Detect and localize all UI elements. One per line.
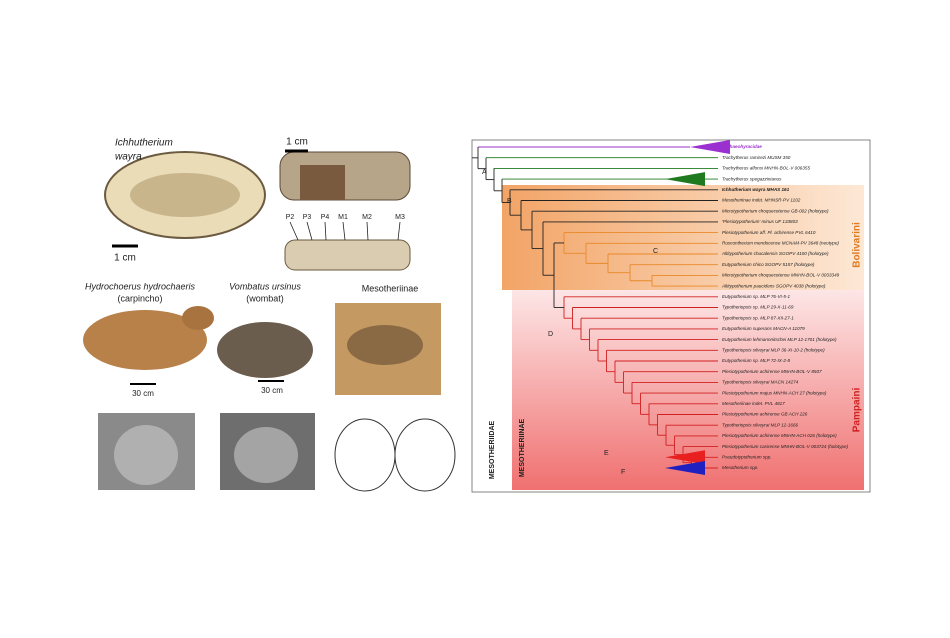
skull-detail [130, 173, 240, 217]
taxon-label: Plesiotypotherium achirense MNHN-BOL-V 8… [722, 369, 822, 374]
capybara-photo [83, 310, 207, 370]
mesotheriine-head-drawing [334, 418, 396, 492]
taxon-label: Mesotheriinae indet. MHNSR-PV 1102 [722, 198, 801, 203]
node-letter: A [482, 169, 487, 176]
clade-label: Bolivarini [852, 222, 863, 268]
specimen-name: wayra [115, 152, 142, 163]
taxon-label: Typotheriopsis sp. MLP 87-XII-27-1 [722, 315, 794, 320]
scale-label: 1 cm [114, 253, 136, 264]
animal-common-name: (carpincho) [117, 293, 162, 303]
scale-label: 1 cm [286, 137, 308, 148]
collapsed-clade [665, 172, 705, 187]
scale-label: 30 cm [132, 389, 154, 398]
taxon-label: Trachytherus ramirezi MUSM 350 [722, 155, 791, 160]
taxon-label: Eutypotherium sp. MLP 76-VI-5-1 [722, 294, 790, 299]
tooth-row-occlusal [284, 239, 411, 271]
animals-panel: Hydrochoerus hydrochaeris (carpincho) Vo… [83, 281, 456, 492]
taxon-label: Plesiotypotherium casirense MNHN-BOL-V 0… [722, 444, 849, 449]
capybara-head-shape [114, 425, 178, 485]
node-letter: D [548, 331, 553, 338]
taxon-label: Eutypotherium superans MACN-A 11079 [722, 326, 805, 331]
taxon-label: Microtypotherium choquecotense GB-002 (h… [722, 208, 829, 213]
tooth-label: P4 [321, 214, 330, 221]
phylogeny: Bolivarini Pampaini MESOTHERIIDAE MESOTH… [471, 139, 871, 493]
taxon-label: Plesiotypotherium aff. Pl. achirense PVL… [722, 230, 816, 235]
mesotheriine-head-drawing [394, 418, 456, 492]
taxon-label: Eutypotherium lehmannnitschei MLP 12-170… [722, 337, 837, 342]
tooth-leaders [289, 221, 401, 241]
collapsed-clade [665, 450, 705, 465]
taxon-label: Ruscontherium mendocense MCNAM-PV 3648 (… [722, 241, 839, 246]
taxon-label: Eutypotherium chico SGOPV 5157 (holotype… [722, 262, 815, 267]
specimen-name: Ichhutherium [115, 138, 173, 149]
taxon-label: Typotheriopsis silveyrai MACN 14274 [722, 380, 799, 385]
wombat-head-shape [234, 427, 298, 483]
taxon-label: Typotheriopsis silveyrai MLP 36-XI-10-2 … [722, 348, 825, 353]
tooth-label: P3 [303, 214, 312, 221]
taxon-label: Pseudotypotherium spp. [722, 455, 772, 460]
bolivarini-shade [502, 185, 864, 290]
taxon-label: Mesotherium spp. [722, 465, 759, 470]
tooth-label: M3 [395, 214, 405, 221]
taxon-label: Trachytherus spegazzinianus [722, 176, 782, 181]
taxon-label: Plesiotypotherium achirense MNHN-ACH 026… [722, 433, 837, 438]
clade-label: Pampaini [852, 388, 863, 433]
taxon-label: Eutypotherium sp. MLP 72-IX-2-8 [722, 358, 790, 363]
taxon-label: Plesiotypotherium majus MNHN-ACH 27 (hol… [722, 390, 827, 395]
collapsed-clade [690, 140, 730, 154]
animal-name: Hydrochoerus hydrochaeris [85, 281, 196, 291]
taxon-label: Typotheriopsis sp. MLP 29-X-11-69 [722, 305, 794, 310]
group-label: MESOTHERIIDAE [489, 421, 496, 480]
node-letter: E [604, 450, 609, 457]
group-label: MESOTHERIINAE [519, 419, 526, 478]
taxon-label: Typotheriopsis silveyrai MLP 12-1666 [722, 422, 799, 427]
animal-name: Vombatus ursinus [229, 281, 301, 291]
taxon-label: Archaeohyracidae [721, 144, 762, 149]
scale-label: 30 cm [261, 386, 283, 395]
wombat-photo [217, 322, 313, 378]
taxon-label: Mesotheriinae indet. PVL 4817 [722, 401, 785, 406]
node-letter: B [507, 198, 512, 205]
taxon-label: Trachytherus alfonsi MNHN-BOL-V 006355 [722, 166, 810, 171]
taxon-label: Altitypotherium paucidens SGOPV 4038 (ho… [721, 283, 826, 288]
taxon-label: Microtypotherium choquecotense MNHN-BOL-… [722, 273, 840, 278]
specimen-panel: Ichhutherium wayra 1 cm 1 cm P2 P3 P4 M1… [104, 137, 411, 271]
collapsed-clade [665, 461, 705, 475]
mesotheriine-body [347, 325, 423, 365]
tooth-label: M1 [338, 214, 348, 221]
teeth-row [300, 165, 345, 200]
taxon-label: Ichhutherium wayra MHAS 161 [722, 187, 790, 192]
node-letter: C [653, 248, 658, 255]
capybara-head [182, 306, 214, 330]
taxon-label: 'Plesiotypotherium' minus UF 133803 [722, 219, 798, 224]
animal-common-name: (wombat) [246, 293, 284, 303]
animal-name: Mesotheriinae [362, 283, 419, 293]
node-letter: F [621, 469, 625, 476]
taxon-label: Plesiotypotherium achirense GB ACH 226 [722, 412, 808, 417]
taxon-label: Altitypotherium chucalensis SGOPV 4100 (… [721, 251, 829, 256]
tooth-label: P2 [286, 214, 295, 221]
tooth-label: M2 [362, 214, 372, 221]
